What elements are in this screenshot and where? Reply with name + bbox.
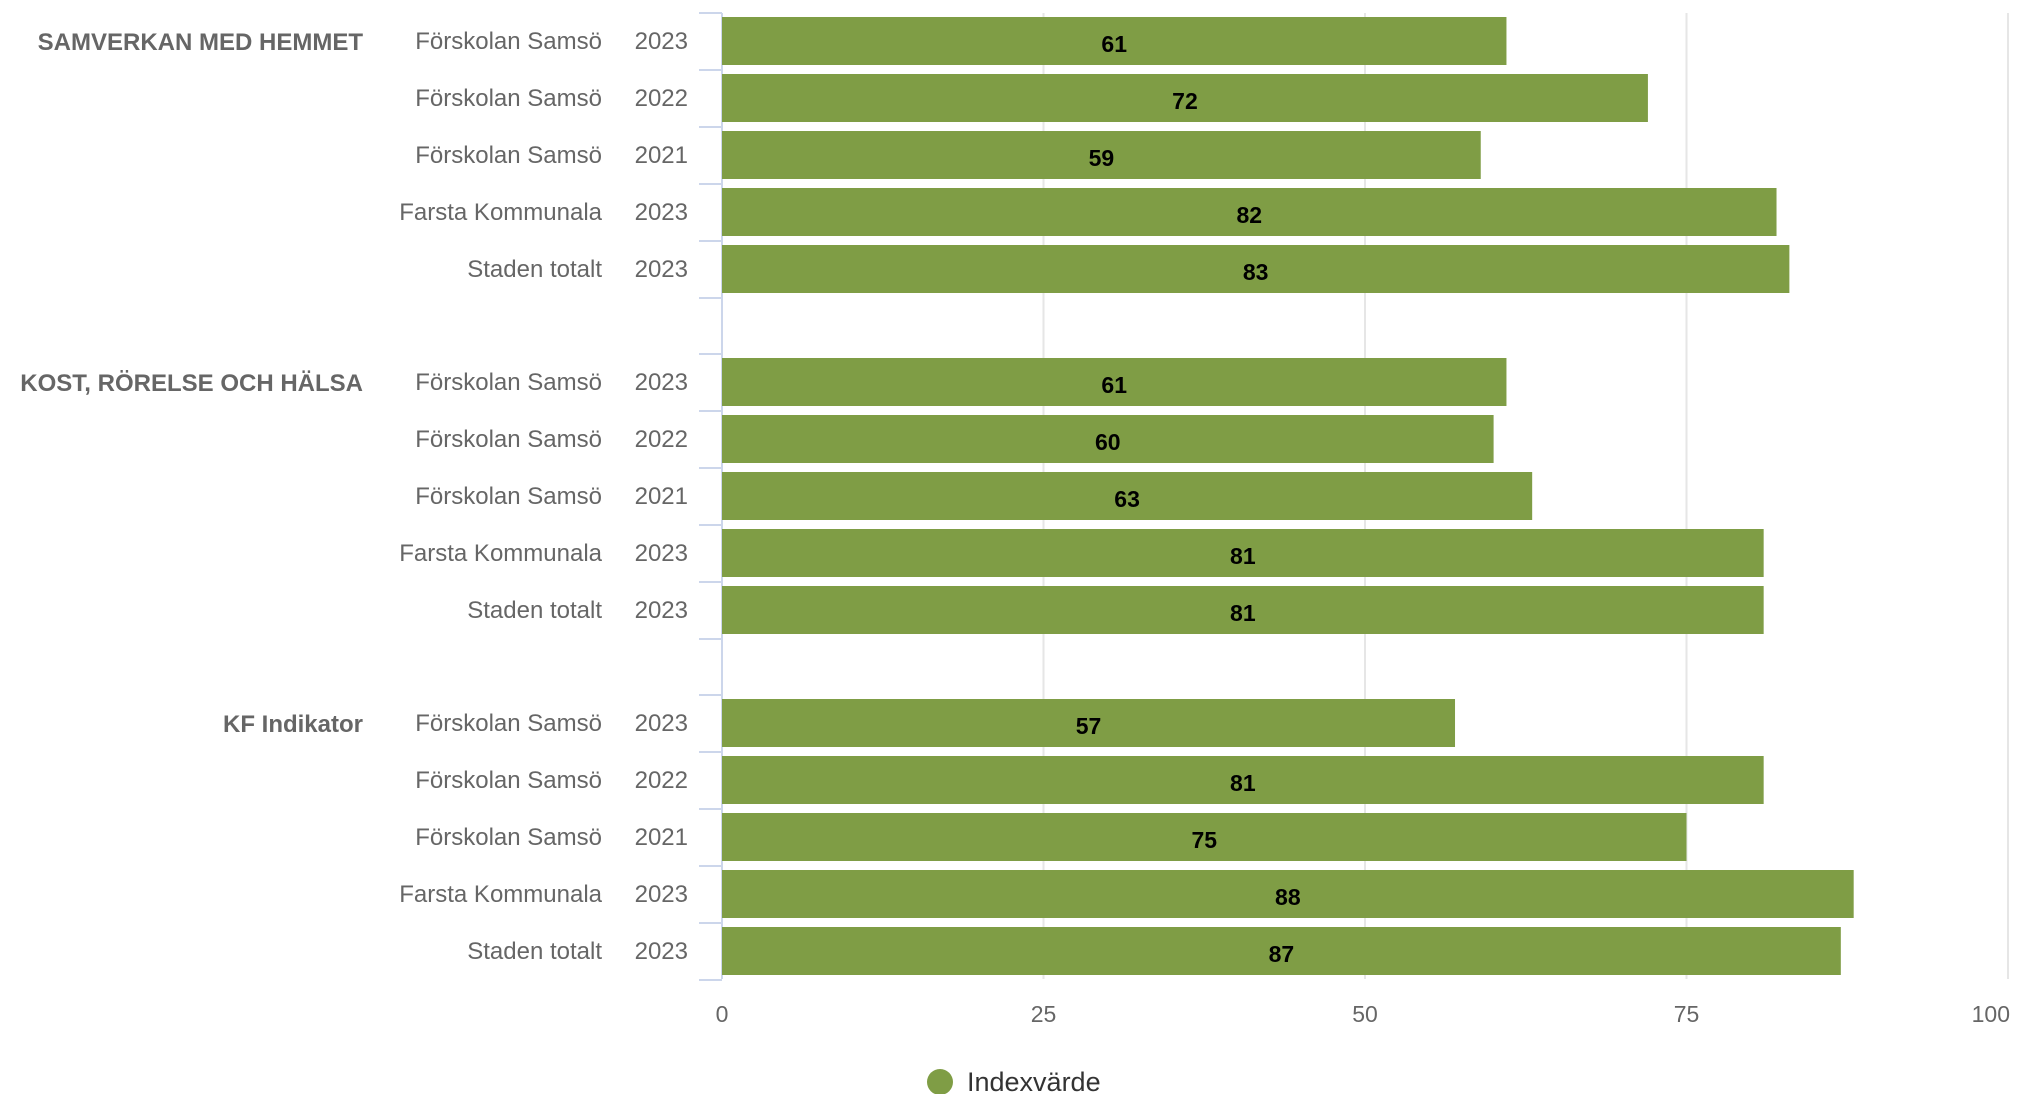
org-label: Förskolan Samsö xyxy=(415,824,602,851)
bar[interactable] xyxy=(722,813,1687,861)
year-label: 2022 xyxy=(635,85,688,112)
year-label: 2023 xyxy=(635,710,688,737)
bar[interactable] xyxy=(722,472,1533,520)
bar[interactable] xyxy=(722,245,1790,293)
year-label: 2023 xyxy=(635,199,688,226)
x-tick-label: 50 xyxy=(1352,1001,1378,1027)
org-label: Förskolan Samsö xyxy=(415,767,602,794)
year-label: 2023 xyxy=(635,881,688,908)
bar-value-label: 88 xyxy=(1275,884,1301,910)
org-label: Farsta Kommunala xyxy=(399,881,602,908)
x-tick-label: 0 xyxy=(716,1001,729,1027)
org-label: Staden totalt xyxy=(467,256,602,283)
bar-value-label: 81 xyxy=(1230,770,1256,796)
year-label: 2023 xyxy=(635,369,688,396)
year-label: 2021 xyxy=(635,824,688,851)
bar[interactable] xyxy=(722,17,1507,65)
bar-value-label: 63 xyxy=(1114,486,1140,512)
bar[interactable] xyxy=(722,870,1854,918)
bar-value-label: 81 xyxy=(1230,600,1256,626)
bar-value-label: 59 xyxy=(1089,145,1115,171)
year-label: 2021 xyxy=(635,142,688,169)
year-label: 2023 xyxy=(635,938,688,965)
bar-value-label: 75 xyxy=(1191,827,1217,853)
bar[interactable] xyxy=(722,74,1648,122)
category-axis xyxy=(699,12,723,981)
bar[interactable] xyxy=(722,756,1764,804)
category-labels: SAMVERKAN MED HEMMET Förskolan Samsö 2023 F… xyxy=(20,28,688,965)
year-label: 2022 xyxy=(635,426,688,453)
bar-value-label: 60 xyxy=(1095,429,1121,455)
bar[interactable] xyxy=(722,927,1841,975)
bar-value-label: 61 xyxy=(1101,31,1127,57)
legend-label: Indexvärde xyxy=(967,1067,1101,1094)
x-axis-tick-labels: 0 25 50 75 100 xyxy=(716,1001,2010,1027)
x-tick-label: 25 xyxy=(1031,1001,1057,1027)
group-label: KOST, RÖRELSE OCH HÄLSA xyxy=(20,370,363,397)
x-tick-label: 100 xyxy=(1972,1001,2010,1027)
bar[interactable] xyxy=(722,586,1764,634)
bar-value-label: 87 xyxy=(1269,941,1295,967)
year-label: 2021 xyxy=(635,483,688,510)
year-label: 2023 xyxy=(635,597,688,624)
org-label: Förskolan Samsö xyxy=(415,426,602,453)
year-label: 2023 xyxy=(635,540,688,567)
legend-symbol xyxy=(927,1069,953,1094)
bar-value-label: 82 xyxy=(1236,202,1262,228)
org-label: Staden totalt xyxy=(467,938,602,965)
year-label: 2023 xyxy=(635,28,688,55)
org-label: Förskolan Samsö xyxy=(415,85,602,112)
bar[interactable] xyxy=(722,699,1456,747)
bar-value-label: 61 xyxy=(1101,372,1127,398)
bar[interactable] xyxy=(722,415,1494,463)
org-label: Förskolan Samsö xyxy=(415,710,602,737)
bars xyxy=(722,17,1854,975)
bar[interactable] xyxy=(722,529,1764,577)
bar-value-label: 72 xyxy=(1172,88,1198,114)
group-label: SAMVERKAN MED HEMMET xyxy=(38,29,364,56)
org-label: Staden totalt xyxy=(467,597,602,624)
year-label: 2022 xyxy=(635,767,688,794)
org-label: Förskolan Samsö xyxy=(415,369,602,396)
bar-value-label: 81 xyxy=(1230,543,1256,569)
data-labels: 61 72 59 82 83 61 60 63 81 81 57 81 75 88 87 xyxy=(1076,31,1301,967)
org-label: Farsta Kommunala xyxy=(399,199,602,226)
year-label: 2023 xyxy=(635,256,688,283)
x-tick-label: 75 xyxy=(1674,1001,1700,1027)
org-label: Förskolan Samsö xyxy=(415,142,602,169)
bar-value-label: 83 xyxy=(1243,259,1269,285)
legend[interactable]: Indexvärde xyxy=(927,1067,1101,1094)
org-label: Farsta Kommunala xyxy=(399,540,602,567)
bar-value-label: 57 xyxy=(1076,713,1102,739)
org-label: Förskolan Samsö xyxy=(415,483,602,510)
bar[interactable] xyxy=(722,188,1777,236)
group-label: KF Indikator xyxy=(223,711,363,738)
bar[interactable] xyxy=(722,358,1507,406)
bar[interactable] xyxy=(722,131,1481,179)
org-label: Förskolan Samsö xyxy=(415,28,602,55)
